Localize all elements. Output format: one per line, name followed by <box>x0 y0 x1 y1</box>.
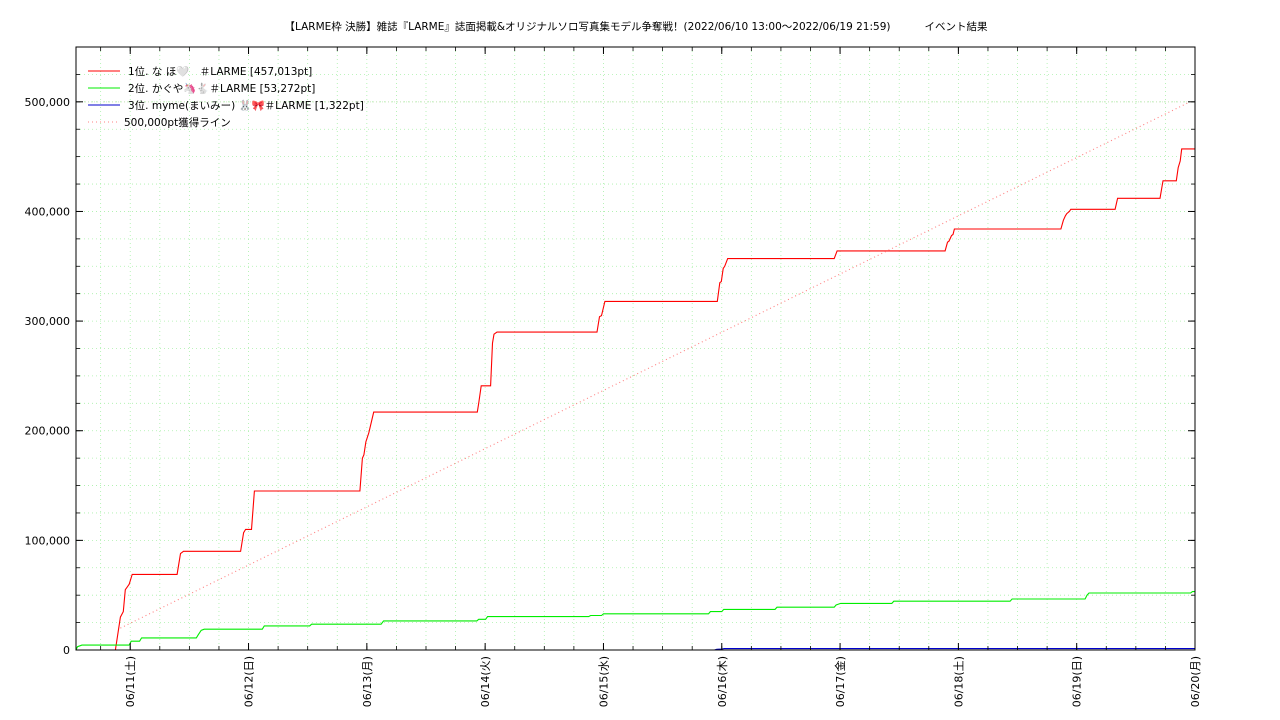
chart-title: 【LARME枠 決勝】雑誌『LARME』誌面掲載&オリジナルソロ写真集モデル争奪… <box>285 20 988 33</box>
x-tick-label: 06/17(金) <box>833 656 847 707</box>
x-tick-label: 06/14(火) <box>479 656 492 707</box>
y-axis-labels: 0 100,000 200,000 300,000 400,000 500,000 <box>25 96 71 657</box>
legend: 1位. な ほ🤍 ＃LARME [457,013pt] 2位. かぐや🦄🐇＃LAR… <box>88 65 364 129</box>
x-tick-label: 06/18(土) <box>952 656 965 707</box>
series-line-4 <box>120 101 1191 629</box>
series-line-1 <box>76 148 1195 651</box>
series-line-2 <box>75 591 1195 651</box>
plot-frame <box>75 46 1196 651</box>
x-tick-label: 06/16(木) <box>716 656 729 707</box>
axis-ticks <box>76 47 1196 651</box>
legend-label-1: 1位. な ほ🤍 ＃LARME [457,013pt] <box>128 65 312 78</box>
x-tick-label: 06/15(水) <box>597 656 610 707</box>
legend-label-3: 3位. myme(まいみー) 🐰🎀＃LARME [1,322pt] <box>128 99 364 112</box>
legend-label-4: 500,000pt獲得ライン <box>124 116 231 129</box>
series-lines <box>75 101 1195 651</box>
x-tick-label: 06/11(土) <box>124 656 137 707</box>
x-tick-label: 06/13(月) <box>361 656 374 707</box>
x-tick-label: 06/12(日) <box>243 656 256 707</box>
y-tick-label: 300,000 <box>25 315 71 328</box>
y-tick-label: 200,000 <box>25 425 71 438</box>
legend-label-2: 2位. かぐや🦄🐇＃LARME [53,272pt] <box>128 82 315 95</box>
y-tick-label: 400,000 <box>25 205 71 218</box>
x-axis-labels: 06/11(土) 06/12(日) 06/13(月) 06/14(火) 06/15(水)… <box>124 656 1202 707</box>
grid <box>76 47 1196 650</box>
x-tick-label: 06/19(日) <box>1071 656 1084 707</box>
y-tick-label: 0 <box>63 644 70 657</box>
x-tick-label: 06/20(月) <box>1189 656 1202 707</box>
y-tick-label: 500,000 <box>25 96 71 109</box>
y-tick-label: 100,000 <box>25 534 71 547</box>
